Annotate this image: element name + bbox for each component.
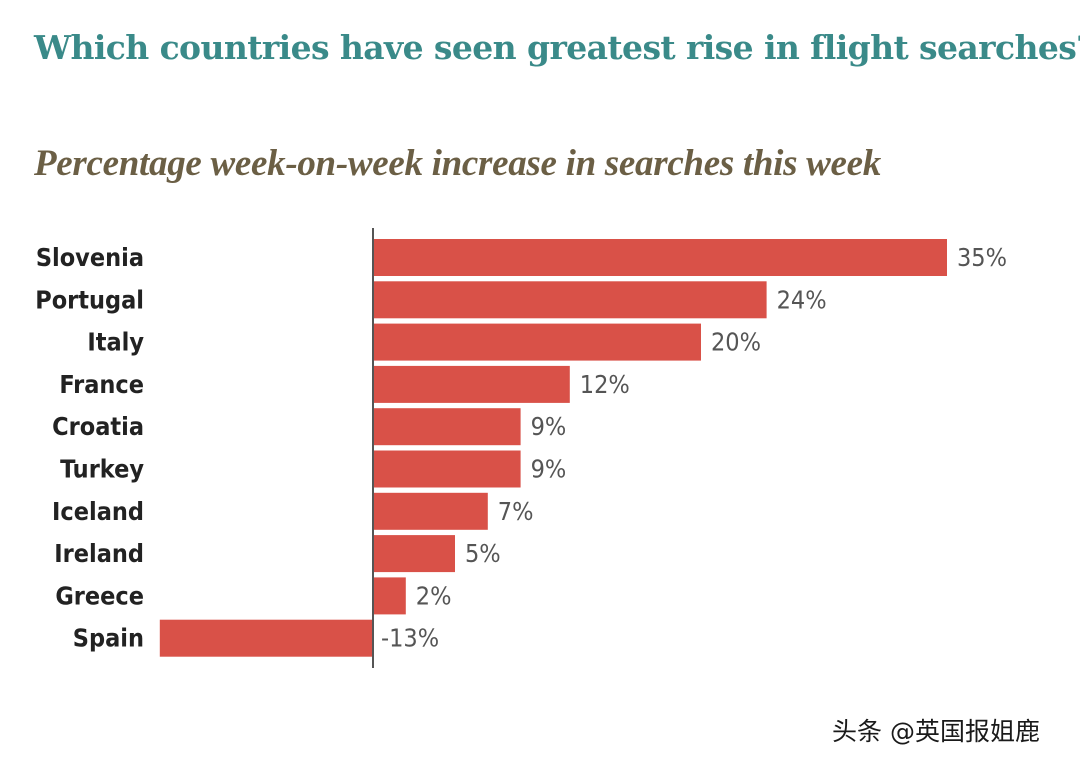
category-label: Ireland xyxy=(54,539,144,568)
bar-ireland xyxy=(373,535,455,573)
bar-turkey xyxy=(373,450,521,488)
bar-croatia xyxy=(373,408,521,446)
value-label: -13% xyxy=(381,624,439,653)
value-label: 9% xyxy=(531,455,567,484)
value-label: 12% xyxy=(580,370,630,399)
category-label: Spain xyxy=(73,624,144,653)
bar-portugal xyxy=(373,281,767,319)
value-label: 24% xyxy=(777,285,827,314)
category-label: Iceland xyxy=(52,497,144,526)
category-label: Greece xyxy=(55,581,144,610)
watermark-text: 头条 @英国报姐鹿 xyxy=(832,717,1040,746)
bar-iceland xyxy=(373,492,488,530)
bar-spain xyxy=(159,619,373,657)
value-label: 7% xyxy=(498,497,534,526)
category-label: Turkey xyxy=(60,455,144,484)
chart-subtitle: Percentage week-on-week increase in sear… xyxy=(34,143,881,184)
category-label: Portugal xyxy=(35,285,144,314)
value-label: 20% xyxy=(711,328,761,357)
value-label: 9% xyxy=(531,412,567,441)
value-label: 2% xyxy=(416,581,452,610)
bar-italy xyxy=(373,323,701,361)
value-label: 5% xyxy=(465,539,501,568)
chart-title: Which countries have seen greatest rise … xyxy=(34,28,1080,67)
bar-slovenia xyxy=(373,239,947,276)
category-label: France xyxy=(59,370,144,399)
category-label: Croatia xyxy=(52,412,144,441)
bar-france xyxy=(373,365,570,403)
value-label: 35% xyxy=(957,243,1007,272)
category-label: Italy xyxy=(87,328,144,357)
bar-greece xyxy=(373,577,406,615)
category-label: Slovenia xyxy=(36,243,144,272)
